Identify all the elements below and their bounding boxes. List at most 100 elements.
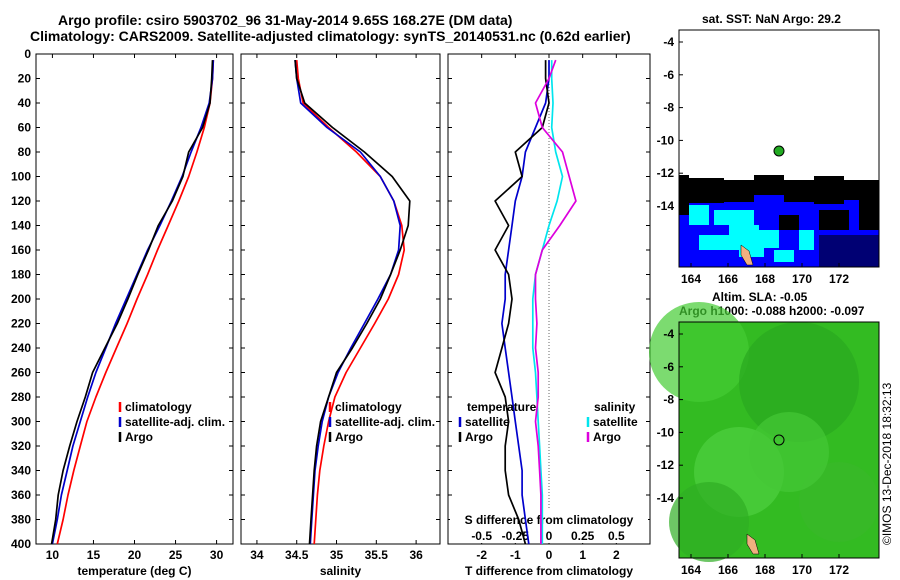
sst-land-patch <box>689 178 724 203</box>
x2-axis-label: S difference from climatology <box>465 513 634 527</box>
header-line-1: Argo profile: csiro 5903702_96 31-May-20… <box>58 12 513 28</box>
y-tick-label: 400 <box>11 537 31 551</box>
x-tick-label: 36 <box>409 548 423 562</box>
x-tick-label: 35.5 <box>365 548 389 562</box>
map-y-tick-label: -14 <box>657 199 675 213</box>
sst-land-patch <box>679 175 689 215</box>
sst-land-patch <box>754 175 784 195</box>
map-x-tick-label: 164 <box>681 272 701 286</box>
series-line-s-argo <box>534 59 577 544</box>
legend-s-label: Argo <box>593 430 621 444</box>
legend-s-label: satellite <box>593 415 638 429</box>
x-tick-label: 35 <box>330 548 344 562</box>
x-tick-label: 30 <box>210 548 224 562</box>
y-tick-label: 240 <box>11 341 31 355</box>
legend-temp-label: satellite-adj. clim. <box>125 415 225 429</box>
sst-land-patch <box>779 215 799 230</box>
map-y-tick-label: -10 <box>657 133 675 147</box>
map-x-tick-label: 172 <box>829 272 849 286</box>
series-line-satellite-adj-clim- <box>294 60 402 545</box>
sla-map-frame <box>678 321 880 559</box>
y-tick-label: 120 <box>11 194 31 208</box>
argo-float-marker <box>773 145 785 157</box>
x-tick-label: 10 <box>46 548 60 562</box>
x-tick-label: 20 <box>128 548 142 562</box>
x-tick-label: 25 <box>169 548 183 562</box>
map-x-tick-label: 170 <box>792 563 812 577</box>
map-y-tick-label: -8 <box>663 101 674 115</box>
argo-float-marker <box>773 434 785 446</box>
map-y-tick-label: -12 <box>657 458 675 472</box>
secondary-axis-bg <box>450 509 648 543</box>
sst-land-patch <box>784 180 814 202</box>
x2-tick-label: 0.25 <box>571 529 595 543</box>
island-shape <box>740 244 754 266</box>
sst-warm-patch <box>689 205 709 225</box>
map-x-tick-label: 170 <box>792 272 812 286</box>
map-y-tick-label: -6 <box>663 360 674 374</box>
legend-sal-label: climatology <box>335 400 402 414</box>
y-tick-label: 80 <box>18 145 32 159</box>
map-x-tick-label: 166 <box>718 563 738 577</box>
y-tick-label: 0 <box>24 47 31 61</box>
y-tick-label: 100 <box>11 170 31 184</box>
sst-warm-patch <box>759 230 779 248</box>
y-tick-label: 160 <box>11 243 31 257</box>
sla-anomaly-blob <box>799 462 879 542</box>
map-x-tick-label: 168 <box>755 272 775 286</box>
x-tick-label: 34 <box>250 548 264 562</box>
legend-sal-label: satellite-adj. clim. <box>335 415 435 429</box>
map-y-tick-label: -4 <box>663 35 674 49</box>
series-line-t-argo <box>494 60 550 545</box>
y-tick-label: 60 <box>18 121 32 135</box>
sla-map-title: Altim. SLA: -0.05 <box>712 290 808 304</box>
y-tick-label: 380 <box>11 513 31 527</box>
sla-anomaly-blob <box>739 322 859 442</box>
plot-frame-2 <box>240 53 441 545</box>
y-tick-label: 200 <box>11 292 31 306</box>
legend-s-title: salinity <box>594 400 636 414</box>
y-tick-label: 140 <box>11 219 31 233</box>
map-y-tick-label: -8 <box>663 393 674 407</box>
map-y-tick-label: -10 <box>657 425 675 439</box>
map-y-tick-label: -4 <box>663 327 674 341</box>
legend-temp-label: Argo <box>125 430 153 444</box>
legend-temp-label: climatology <box>125 400 192 414</box>
sst-warm-patch <box>799 230 814 250</box>
y-tick-label: 300 <box>11 415 31 429</box>
x-tick-label: 0 <box>546 548 553 562</box>
series-line-climatology <box>56 60 215 545</box>
x-tick-label: 34.5 <box>285 548 309 562</box>
sst-land-patch <box>819 235 879 267</box>
map-x-tick-label: 168 <box>755 563 775 577</box>
series-line-argo <box>50 60 214 545</box>
plot-frame-3 <box>447 53 651 545</box>
x-tick-label: 1 <box>579 548 586 562</box>
sst-land-patch <box>859 200 879 230</box>
legend-t-title: temperature <box>467 400 537 414</box>
sla-anomaly-blob <box>649 302 749 402</box>
map-y-tick-label: -12 <box>657 166 675 180</box>
x2-tick-label: 0.5 <box>608 529 625 543</box>
y-tick-label: 320 <box>11 439 31 453</box>
x-axis-label: T difference from climatology <box>465 564 633 578</box>
island-shape <box>746 533 760 555</box>
x-tick-label: 15 <box>87 548 101 562</box>
sst-warm-patch <box>699 235 734 250</box>
y-tick-label: 280 <box>11 390 31 404</box>
legend-t-label: satellite <box>465 415 510 429</box>
sla-anomaly-blob <box>749 412 829 492</box>
series-line-argo <box>294 60 411 545</box>
y-tick-label: 360 <box>11 488 31 502</box>
sst-map-frame <box>678 29 880 268</box>
map-y-tick-label: -6 <box>663 68 674 82</box>
y-tick-label: 20 <box>18 72 32 86</box>
map-x-tick-label: 172 <box>829 563 849 577</box>
sla-anomaly-blob <box>669 482 749 562</box>
x2-tick-label: -0.5 <box>471 529 492 543</box>
y-tick-label: 260 <box>11 366 31 380</box>
x-tick-label: -1 <box>510 548 521 562</box>
sst-warm-patch <box>774 250 794 262</box>
x-axis-label: temperature (deg C) <box>77 564 191 578</box>
